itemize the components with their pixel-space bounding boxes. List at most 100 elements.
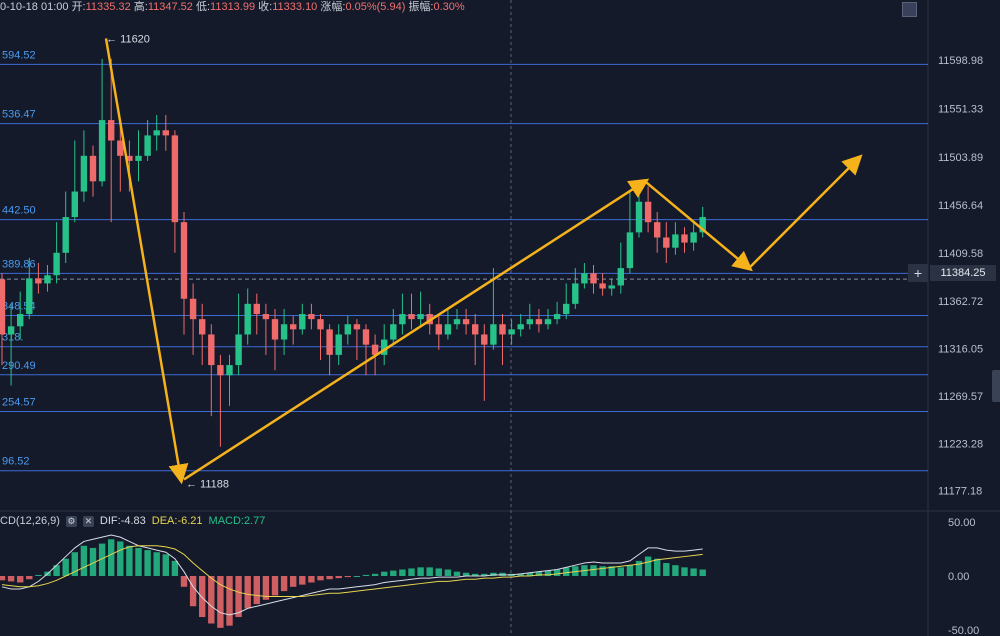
macd-histogram-bar: [7, 576, 15, 582]
candle-body: [117, 140, 124, 156]
macd-histogram-bar: [0, 576, 6, 581]
macd-histogram-bar: [280, 576, 288, 592]
candle-body: [654, 222, 661, 238]
price-axis-tick: 11177.18: [938, 485, 982, 497]
macd-histogram-bar: [590, 565, 597, 576]
open-value: 11335.32: [85, 1, 131, 13]
level-line-label: 290.49: [2, 360, 36, 372]
candle-body: [572, 283, 579, 304]
candle-body: [553, 314, 561, 320]
price-axis-tick: 11551.33: [938, 104, 983, 116]
candle-body: [353, 324, 361, 330]
candle-body: [362, 329, 370, 345]
macd-histogram-bar: [635, 560, 643, 576]
candle-body: [517, 324, 524, 330]
macd-histogram-bar: [162, 554, 169, 576]
candle-body: [290, 324, 297, 330]
candle-body: [171, 135, 179, 223]
macd-dea-line: [1, 545, 703, 598]
candle-body: [626, 232, 634, 269]
candle-body: [299, 314, 306, 330]
macd-histogram-bar: [62, 558, 69, 576]
macd-histogram-bar: [644, 556, 652, 576]
settings-icon[interactable]: ⚙: [65, 515, 77, 527]
macd-title: CD(12,26,9): [0, 515, 60, 527]
candle-body: [599, 283, 606, 289]
macd-histogram-bar: [690, 568, 697, 576]
macd-header: CD(12,26,9) ⚙ ✕ DIF:-4.83 DEA:-6.21 MACD…: [0, 514, 265, 528]
current-price-tag: 11384.25: [930, 265, 996, 281]
level-line-label: 254.57: [2, 396, 36, 408]
candle-body: [499, 324, 506, 335]
candle-body: [481, 334, 488, 345]
level-line-label: 536.47: [2, 109, 36, 121]
candle-body: [663, 237, 670, 248]
candle-body: [681, 234, 688, 243]
macd-histogram-bar: [26, 576, 33, 580]
level-line-label: 96.52: [2, 456, 30, 468]
macd-histogram-bar: [381, 571, 388, 576]
candle-body: [271, 319, 279, 340]
candle-body: [135, 155, 142, 161]
trend-arrow: [748, 154, 863, 269]
candle-body: [53, 252, 60, 276]
macd-histogram-bar: [626, 565, 634, 576]
macd-histogram-bar: [371, 573, 379, 576]
macd-histogram-bar: [599, 566, 606, 576]
price-axis-tick: 11503.89: [938, 152, 983, 164]
macd-histogram-bar: [144, 550, 151, 576]
macd-histogram-bar: [681, 567, 688, 576]
macd-histogram-bar: [453, 571, 461, 576]
macd-histogram-bar: [553, 569, 561, 576]
candle-body: [399, 314, 406, 325]
macd-histogram-bar: [126, 545, 133, 576]
crosshair-add-icon[interactable]: +: [908, 264, 928, 282]
macd-histogram-bar: [17, 576, 24, 583]
candle-body: [98, 120, 106, 182]
amplitude-value: 0.30%: [433, 1, 465, 13]
side-panel-toggle[interactable]: [992, 370, 1000, 402]
macd-histogram-bar: [299, 576, 306, 585]
macd-histogram-bar: [180, 576, 188, 587]
macd-axis-tick: 50.00: [948, 517, 976, 529]
macd-dif-value: DIF:-4.83: [99, 515, 146, 527]
price-axis-tick: 11456.64: [938, 200, 983, 212]
amplitude-label: 振幅:: [408, 1, 434, 13]
macd-histogram-bar: [654, 558, 661, 576]
close-icon[interactable]: ✕: [82, 515, 94, 527]
ohlc-header: 0-10-18 01:00 开:11335.32 高:11347.52 低:11…: [0, 0, 465, 14]
candle-body: [635, 201, 643, 233]
candle-body: [7, 326, 15, 335]
macd-histogram-bar: [226, 576, 233, 626]
macd-axis-tick: 0.00: [948, 571, 969, 583]
candle-body: [344, 324, 351, 335]
macd-histogram-bar: [271, 576, 279, 596]
candle-body: [126, 155, 133, 161]
macd-histogram-bar: [490, 572, 497, 576]
price-axis-tick: 11316.05: [938, 344, 983, 356]
macd-histogram-bar: [208, 576, 215, 624]
macd-histogram-bar: [171, 560, 179, 576]
macd-histogram-bar: [35, 574, 42, 576]
macd-histogram-bar: [435, 568, 442, 576]
macd-histogram-bar: [308, 576, 315, 583]
candle-body: [35, 278, 42, 284]
candle-body: [408, 314, 415, 320]
change-value: 0.05%(5.94): [345, 1, 406, 13]
macd-histogram-bar: [462, 572, 470, 576]
candle-body: [453, 319, 461, 325]
macd-histogram-bar: [699, 569, 706, 576]
macd-histogram-bar: [344, 576, 351, 578]
macd-histogram-bar: [408, 568, 415, 576]
date-label: 0-10-18 01:00: [0, 1, 69, 13]
candle-body: [17, 314, 24, 327]
candle-body: [262, 314, 270, 320]
candle-body: [581, 273, 588, 284]
candle-body: [508, 329, 515, 335]
macd-histogram-bar: [53, 565, 60, 576]
macd-histogram-bar: [117, 541, 124, 576]
candle-body: [462, 319, 470, 325]
fullscreen-icon[interactable]: [902, 2, 917, 17]
macd-histogram-bar: [71, 552, 78, 576]
